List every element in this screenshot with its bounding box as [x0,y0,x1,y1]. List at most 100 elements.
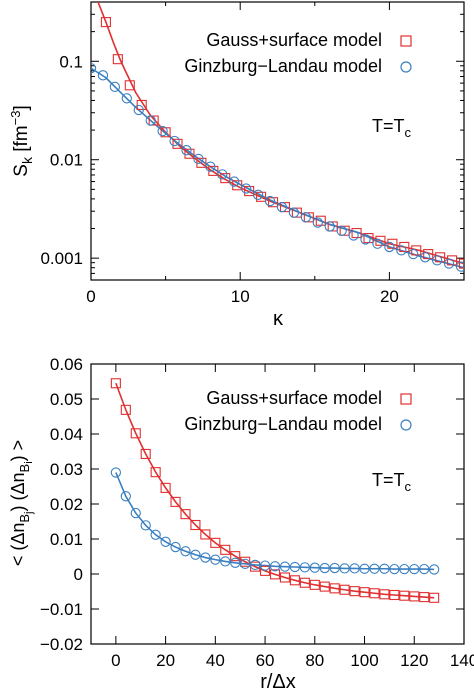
x-tick-label: 80 [305,651,324,670]
data-point-gl [396,245,407,256]
data-point-gl [160,536,171,547]
data-point-gauss [429,592,440,603]
top-legend-marker-gl [400,61,412,73]
x-tick-label: 40 [206,651,225,670]
data-point-gl [384,241,395,253]
data-point-gauss [232,180,243,191]
top-legend-label-gauss: Gauss+surface model [206,30,382,50]
data-point-gauss [180,509,191,520]
data-point-gl [109,81,121,92]
data-point-gauss [244,186,255,197]
data-point-gauss [309,579,320,590]
data-point-gauss [351,227,362,239]
data-point-gl [429,564,440,575]
data-point-gauss [120,404,131,415]
data-point-gl [329,562,340,574]
data-point-gauss [160,482,171,493]
data-point-gauss [289,575,300,586]
bottom-legend: Gauss+surface model Ginzburg−Landau mode… [184,388,412,434]
top-chart: 0 10 20 0.001 0.01 0.1 Gauss+surface model Gi… [8,1,465,330]
data-point-gauss [319,581,330,592]
data-point-gauss [220,544,231,555]
data-point-gauss [256,191,267,202]
data-point-gl [419,563,430,575]
y-tick-label: 0 [74,565,83,584]
data-point-gl [312,217,323,228]
data-point-gauss [130,428,141,439]
data-point-gl [259,560,271,571]
y-tick-label: −0.02 [40,635,83,654]
data-point-gauss [303,212,314,223]
y-tick-label: −0.01 [40,600,83,619]
data-point-gl [349,563,360,574]
bottom-chart: 0 20 40 60 80 100 120 140 −0.02 −0.01 0 0.01 0.02 0.0… [8,355,474,693]
x-tick-label: 120 [400,651,428,670]
data-point-gl [130,507,141,519]
y-tick-label: 0.04 [50,425,83,444]
data-point-gauss [359,587,370,598]
data-point-gl [170,541,181,553]
data-point-gl [336,225,347,236]
data-point-gl [299,562,311,573]
x-tick-label: 0 [86,287,95,306]
data-point-gl [120,491,131,502]
y-tick-label: 0.001 [40,249,83,268]
data-point-gl [210,554,221,565]
data-point-gl [443,258,455,269]
data-point-gauss [210,537,221,548]
data-point-gauss [447,255,458,266]
data-point-gauss [379,589,390,600]
top-plot-frame [90,1,465,281]
data-point-gauss [291,207,302,218]
data-point-gl [264,195,276,207]
data-point-gl [339,563,350,574]
data-point-gl [300,212,311,223]
data-point-gauss [279,572,291,583]
top-legend-label-gl: Ginzburg−Landau model [184,56,382,76]
data-point-gauss [124,80,135,91]
data-point-gl [205,161,216,172]
fit-curve-gl [115,472,435,571]
data-point-gl [97,70,109,81]
data-point-gauss [339,584,350,595]
data-point-gl [288,207,300,218]
data-point-gauss [387,238,398,249]
data-point-gl [230,557,241,568]
x-tick-label: 10 [231,287,250,306]
data-point-gauss [170,496,181,507]
data-point-gl [369,563,380,574]
data-point-gl [319,562,330,574]
y-tick-label: 0.06 [50,355,83,374]
data-point-gl [409,563,420,575]
data-point-gauss [399,590,410,601]
data-point-gauss [260,565,271,576]
data-point-gauss [279,202,291,213]
data-point-gauss [399,241,410,252]
data-point-gl [169,135,180,147]
data-point-gauss [136,99,147,110]
data-point-gauss [200,529,211,540]
data-point-gauss [140,448,151,460]
data-point-gl [399,563,410,575]
data-point-gauss [299,577,310,588]
y-tick-label: 0.03 [50,460,83,479]
data-point-gl [431,255,443,266]
bottom-legend-marker-gl [400,419,412,431]
data-point-gauss [419,592,430,603]
data-point-gl [279,561,291,572]
data-point-gl [229,176,240,187]
top-annotation: T=Tc [372,116,412,140]
data-point-gl [133,104,144,116]
data-point-gauss [112,54,123,65]
data-point-gl [289,561,301,573]
top-x-axis-label: κ [273,308,284,330]
bottom-data-points [110,378,440,603]
data-point-gauss [269,569,281,580]
data-point-gauss [458,258,464,269]
data-point-gl [150,529,161,540]
data-point-gl [408,248,419,260]
bottom-annotation: T=Tc [372,470,412,494]
bottom-legend-label-gl: Ginzburg−Landau model [184,414,382,434]
data-point-gauss [349,586,360,597]
